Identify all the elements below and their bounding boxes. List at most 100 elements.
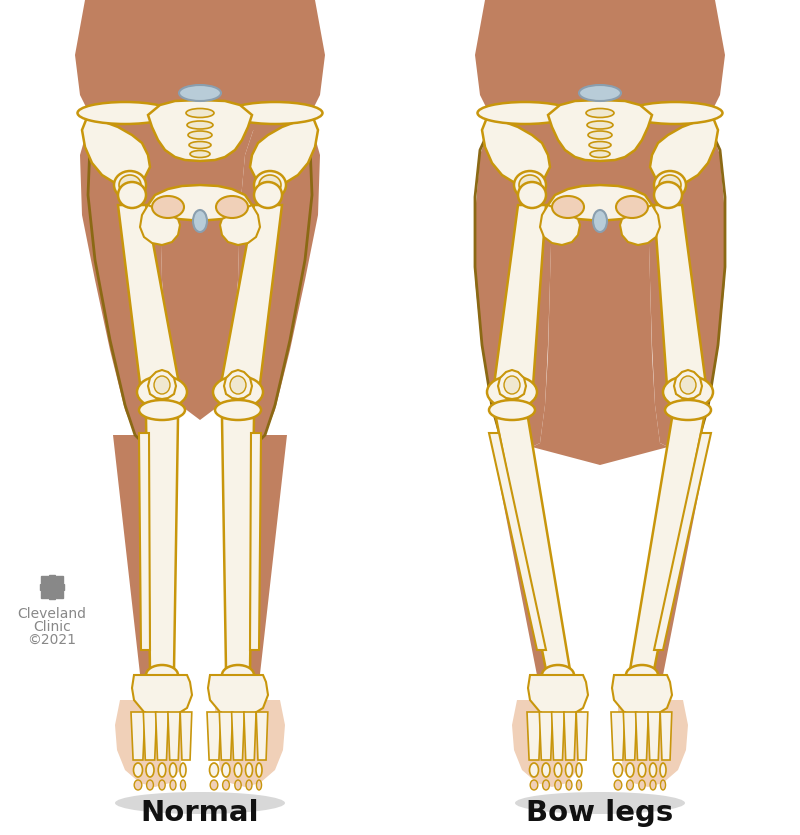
Ellipse shape [654,182,682,208]
Ellipse shape [478,102,573,124]
Polygon shape [139,433,150,650]
Polygon shape [527,712,541,760]
Ellipse shape [254,171,286,199]
Polygon shape [148,370,176,399]
Ellipse shape [616,196,648,218]
Ellipse shape [227,102,322,124]
Ellipse shape [78,102,173,124]
Polygon shape [498,370,526,399]
Ellipse shape [222,780,230,790]
Ellipse shape [139,400,185,420]
Ellipse shape [235,780,241,790]
Ellipse shape [577,780,582,790]
Polygon shape [118,205,182,400]
Polygon shape [630,418,704,670]
Polygon shape [219,712,233,760]
Ellipse shape [626,665,658,685]
Bar [56,576,63,583]
Polygon shape [611,712,625,760]
Ellipse shape [552,196,584,218]
Ellipse shape [650,780,656,790]
Ellipse shape [489,400,535,420]
Ellipse shape [639,780,645,790]
Polygon shape [638,435,710,700]
Polygon shape [654,205,708,400]
Ellipse shape [215,400,261,420]
Polygon shape [475,120,552,447]
Ellipse shape [170,780,176,790]
Polygon shape [145,125,255,420]
Ellipse shape [659,175,681,195]
Polygon shape [228,120,320,445]
Ellipse shape [665,400,711,420]
Ellipse shape [119,175,141,195]
Ellipse shape [660,763,666,777]
Polygon shape [224,370,252,399]
Ellipse shape [134,763,142,777]
Ellipse shape [154,376,170,394]
Polygon shape [222,418,254,670]
Polygon shape [548,100,652,161]
Ellipse shape [588,131,612,139]
Polygon shape [234,435,287,700]
Polygon shape [618,700,688,787]
Ellipse shape [627,102,722,124]
Ellipse shape [146,665,178,685]
Ellipse shape [638,763,646,777]
Ellipse shape [188,131,212,139]
Polygon shape [80,120,172,445]
Ellipse shape [586,109,614,118]
Polygon shape [148,100,252,161]
Ellipse shape [530,763,538,777]
Bar [40,584,64,590]
Polygon shape [490,435,562,700]
Ellipse shape [661,780,666,790]
Ellipse shape [515,792,685,814]
Ellipse shape [554,763,562,777]
Polygon shape [489,433,546,650]
Ellipse shape [566,780,572,790]
Ellipse shape [542,763,550,777]
Ellipse shape [654,171,686,199]
Polygon shape [612,675,672,718]
Polygon shape [648,120,725,447]
Polygon shape [674,370,702,399]
Polygon shape [250,115,318,185]
Bar [49,575,55,599]
Ellipse shape [152,196,184,218]
Ellipse shape [590,150,610,158]
Ellipse shape [626,780,634,790]
Bar [41,591,48,598]
Ellipse shape [555,780,561,790]
Ellipse shape [257,780,262,790]
Ellipse shape [256,763,262,777]
Polygon shape [528,675,588,718]
Ellipse shape [259,175,281,195]
Ellipse shape [566,763,573,777]
Ellipse shape [579,85,621,101]
Ellipse shape [254,182,282,208]
Polygon shape [256,712,268,760]
Polygon shape [636,712,648,760]
Ellipse shape [187,121,213,129]
Polygon shape [576,712,588,760]
Ellipse shape [519,175,541,195]
Ellipse shape [114,171,146,199]
Polygon shape [539,712,553,760]
Polygon shape [155,712,169,760]
Polygon shape [620,205,660,245]
Ellipse shape [542,780,550,790]
Ellipse shape [504,376,520,394]
Ellipse shape [193,210,207,232]
Ellipse shape [530,780,538,790]
Polygon shape [143,712,157,760]
Ellipse shape [518,182,546,208]
Polygon shape [215,700,285,787]
Ellipse shape [222,763,230,777]
Text: Cleveland: Cleveland [18,607,86,621]
Ellipse shape [186,109,214,118]
Text: Normal: Normal [141,799,259,827]
Ellipse shape [514,171,546,199]
Ellipse shape [180,763,186,777]
Text: ©2021: ©2021 [27,633,77,647]
